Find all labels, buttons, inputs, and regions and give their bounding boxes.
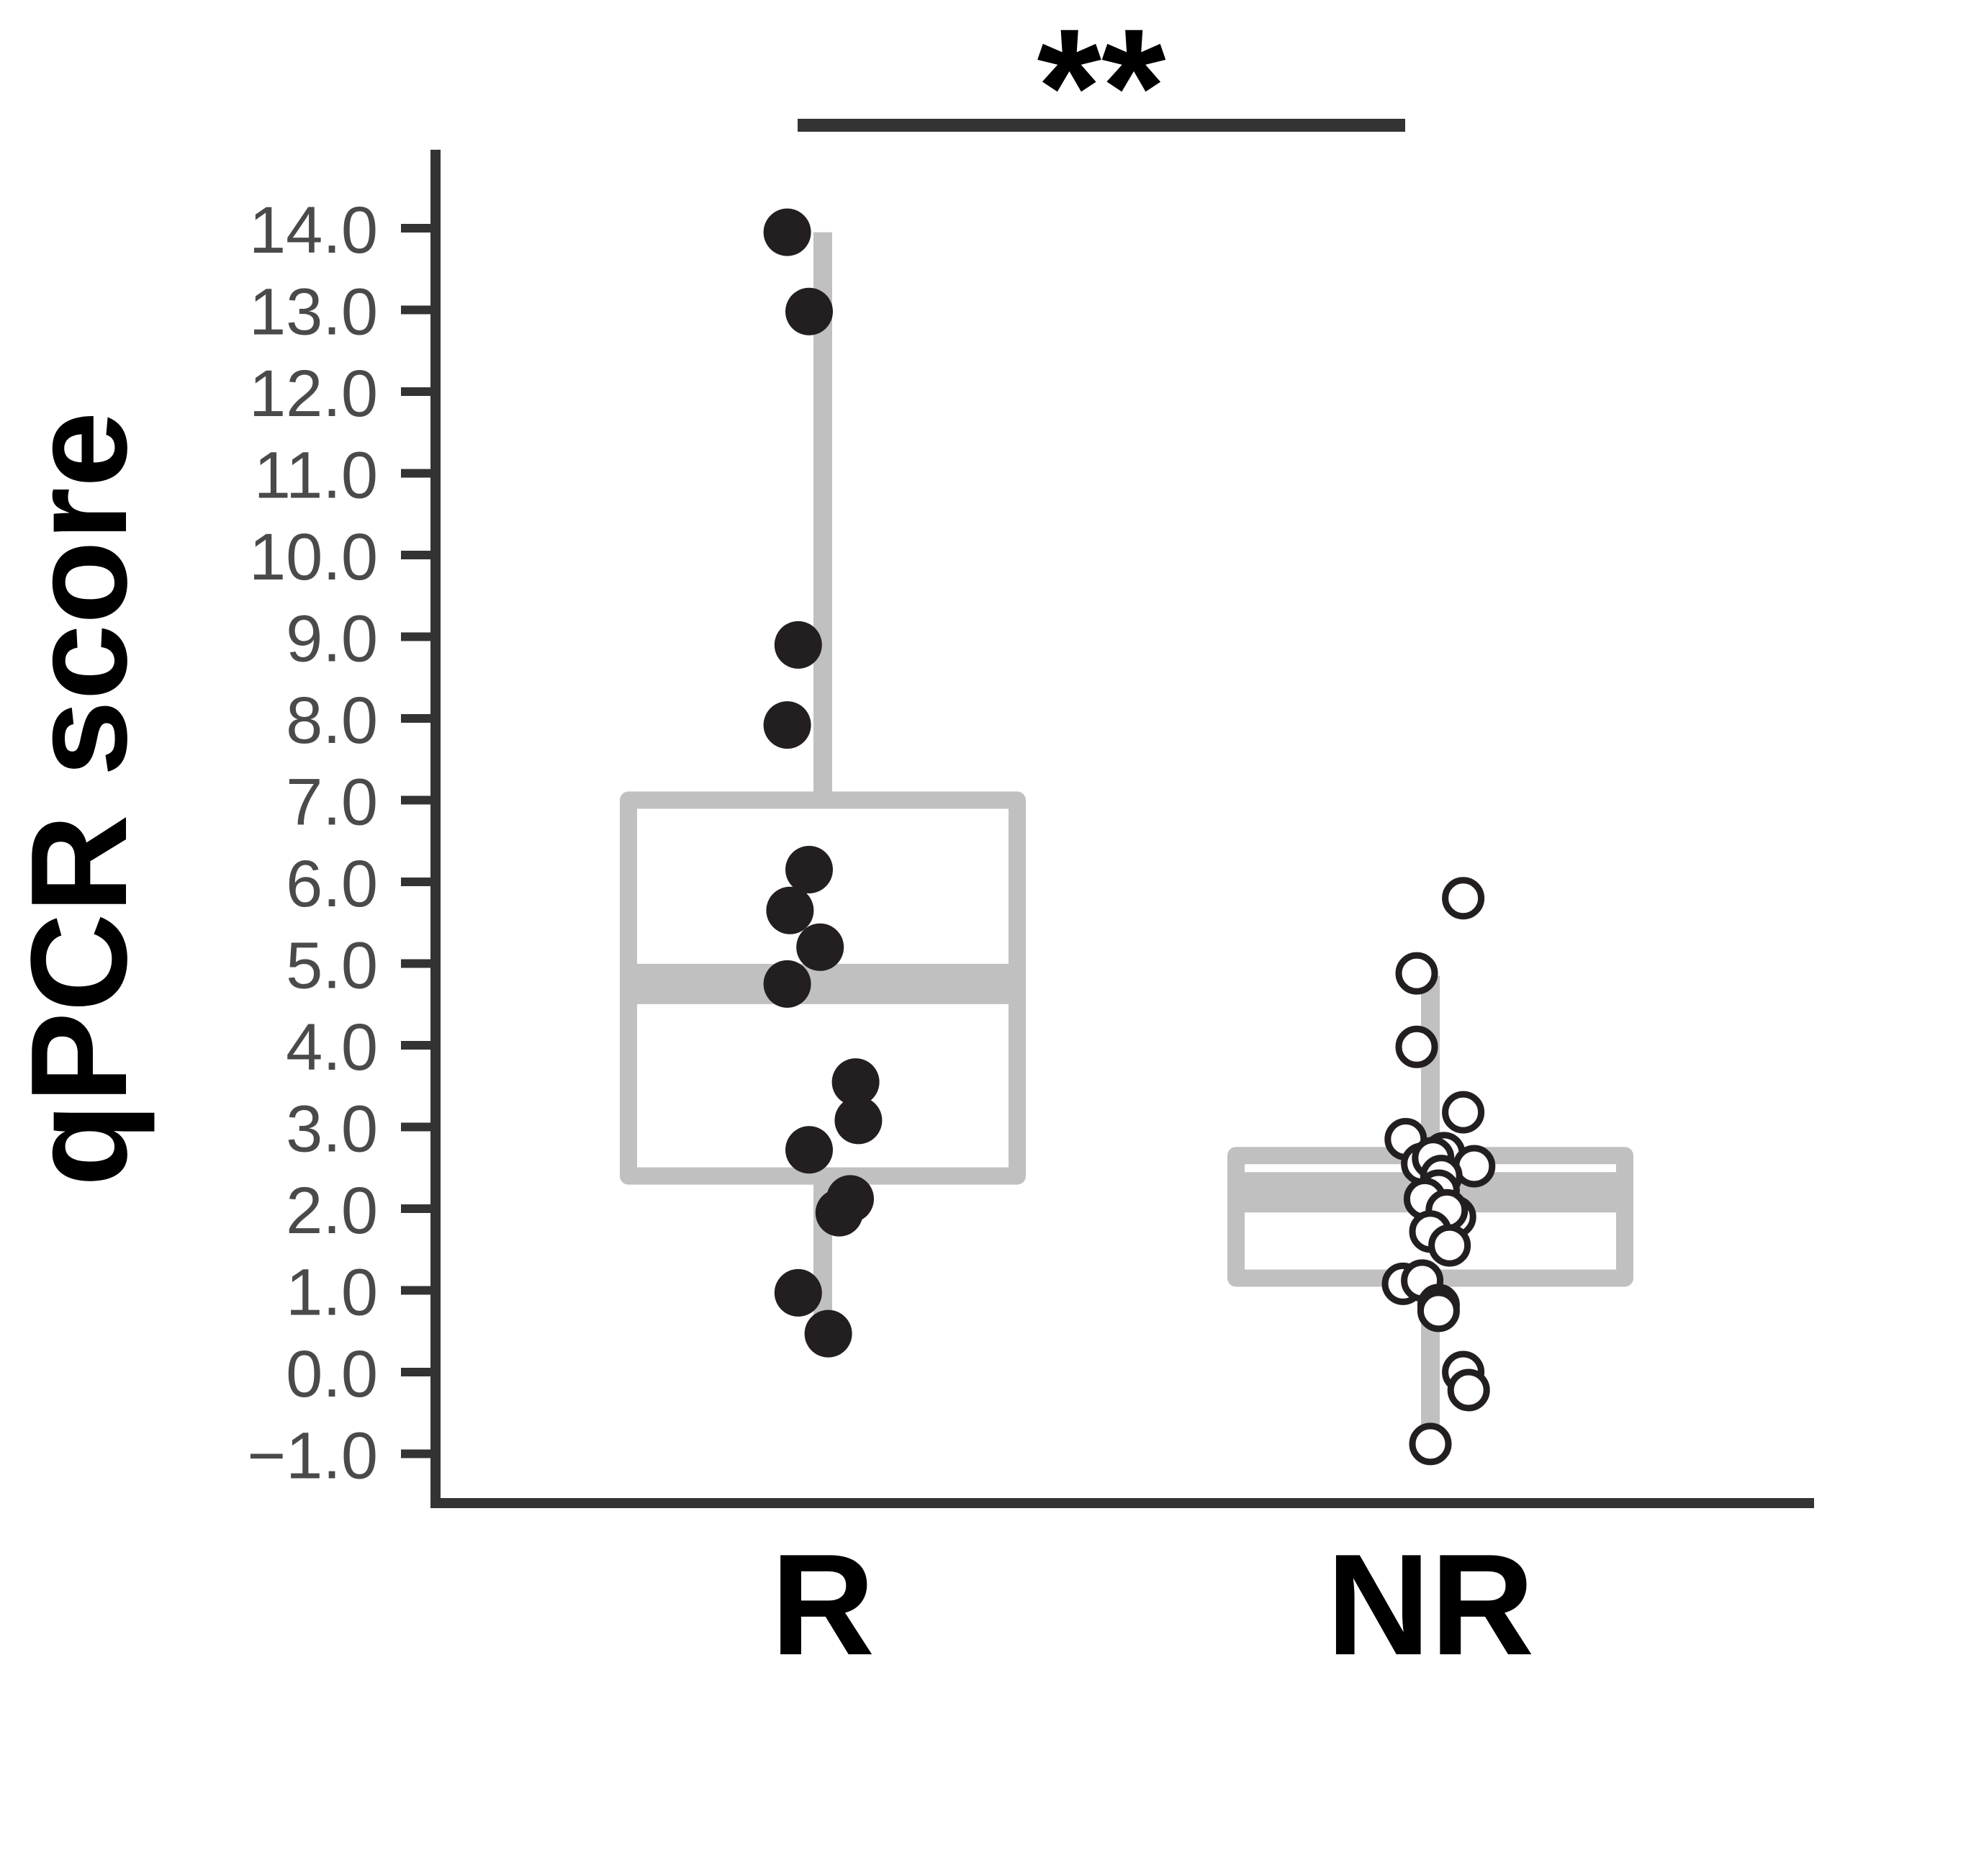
- y-tick-label: 14.0: [249, 194, 378, 267]
- data-point-nr-3: [1395, 1025, 1438, 1068]
- data-point-r-7: [796, 923, 844, 971]
- y-tick-label: 7.0: [286, 766, 378, 839]
- y-tick-label: 2.0: [286, 1174, 378, 1248]
- data-point-r-8: [763, 960, 811, 1008]
- data-point-r-5: [785, 845, 833, 893]
- data-point-r-1: [763, 208, 811, 256]
- significance-annotation: **: [798, 0, 1405, 179]
- data-point-nr-16: [1428, 1224, 1471, 1267]
- data-point-nr-2: [1395, 952, 1438, 995]
- y-tick-label: 13.0: [249, 276, 378, 349]
- x-category-labels: R NR: [771, 1525, 1535, 1685]
- data-point-nr-1: [1442, 877, 1485, 920]
- data-point-nr-20: [1417, 1289, 1460, 1332]
- data-point-r-9: [831, 1058, 880, 1106]
- y-tick-label: 4.0: [286, 1011, 378, 1084]
- y-axis-title: qPCR score: [3, 411, 155, 1186]
- data-point-nr-22: [1447, 1368, 1490, 1412]
- y-tick-label: 6.0: [286, 847, 378, 921]
- category-label-r: R: [771, 1525, 875, 1685]
- y-tick-label: 10.0: [249, 520, 378, 594]
- data-point-r-6: [766, 886, 814, 934]
- data-point-r-10: [834, 1096, 883, 1145]
- axes-layer: [430, 150, 1814, 1508]
- y-tick-label: 0.0: [286, 1338, 378, 1411]
- significance-label: **: [1037, 0, 1166, 179]
- y-tick-label: 11.0: [254, 439, 378, 513]
- category-label-nr: NR: [1327, 1525, 1535, 1685]
- y-tick-label: 9.0: [286, 603, 378, 676]
- points-layer: [763, 208, 1496, 1466]
- y-ticks: −1.0 0.0 1.0 2.0 3.0 4.0 5.0 6.0 7.0 8.0 9.0 10.011…: [247, 194, 436, 1493]
- boxes-layer: [620, 232, 1633, 1442]
- data-point-r-11: [785, 1126, 833, 1174]
- y-tick-label: 5.0: [286, 929, 378, 1003]
- data-point-nr-23: [1409, 1422, 1452, 1466]
- data-point-r-3: [774, 621, 822, 669]
- y-tick-label: −1.0: [247, 1420, 378, 1493]
- data-point-r-4: [763, 701, 811, 749]
- y-tick-label: 3.0: [286, 1093, 378, 1166]
- data-point-r-2: [785, 287, 833, 335]
- y-tick-label: 12.0: [249, 357, 378, 430]
- y-tick-label: 8.0: [286, 684, 378, 757]
- y-tick-label: 1.0: [286, 1256, 378, 1330]
- data-point-nr-4: [1442, 1091, 1485, 1134]
- data-point-r-13: [815, 1189, 863, 1237]
- data-point-r-15: [804, 1309, 852, 1358]
- data-point-r-14: [774, 1268, 822, 1317]
